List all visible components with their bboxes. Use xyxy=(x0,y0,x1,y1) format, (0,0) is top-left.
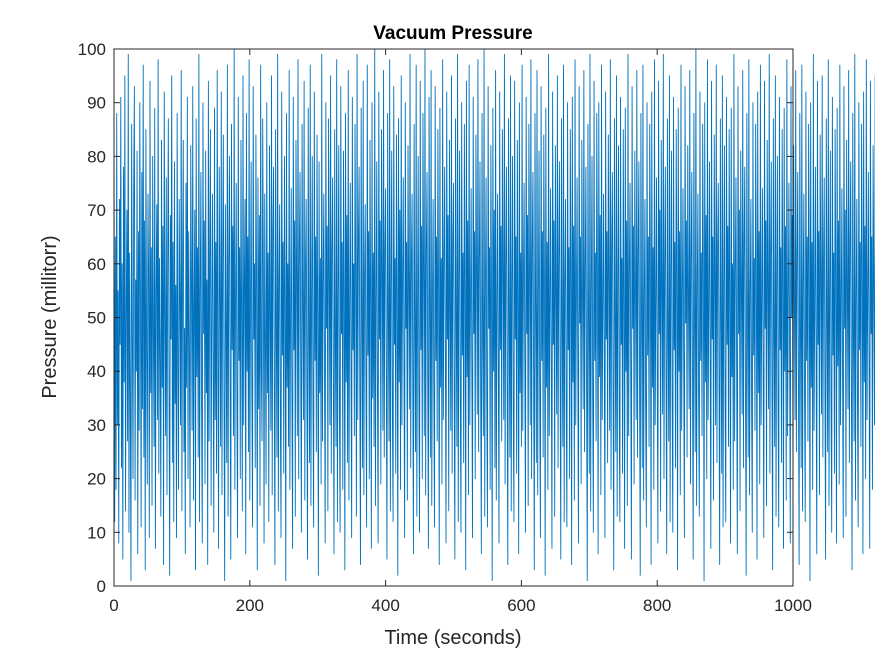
y-tick-label: 90 xyxy=(87,94,106,113)
y-tick-label: 20 xyxy=(87,470,106,489)
y-tick-label: 60 xyxy=(87,255,106,274)
y-axis-ticks: 0 10 20 30 40 50 60 70 80 90 100 xyxy=(78,40,793,596)
y-axis-label: Pressure (millitorr) xyxy=(39,235,61,398)
x-tick-label: 400 xyxy=(371,596,399,615)
y-tick-label: 30 xyxy=(87,416,106,435)
y-tick-label: 10 xyxy=(87,523,106,542)
x-tick-label: 600 xyxy=(507,596,535,615)
y-tick-label: 50 xyxy=(87,309,106,328)
x-tick-label: 1000 xyxy=(774,596,812,615)
y-tick-label: 100 xyxy=(78,40,106,59)
x-tick-label: 200 xyxy=(236,596,264,615)
x-tick-label: 800 xyxy=(643,596,671,615)
x-tick-label: 0 xyxy=(109,596,118,615)
series-line xyxy=(113,48,875,582)
y-tick-label: 70 xyxy=(87,201,106,220)
y-tick-label: 40 xyxy=(87,362,106,381)
y-tick-label: 0 xyxy=(97,577,106,596)
chart-title: Vacuum Pressure xyxy=(373,23,532,44)
x-axis-label: Time (seconds) xyxy=(384,627,521,649)
x-axis-ticks: 0 200 400 600 800 1000 xyxy=(109,49,812,615)
y-tick-label: 80 xyxy=(87,147,106,166)
